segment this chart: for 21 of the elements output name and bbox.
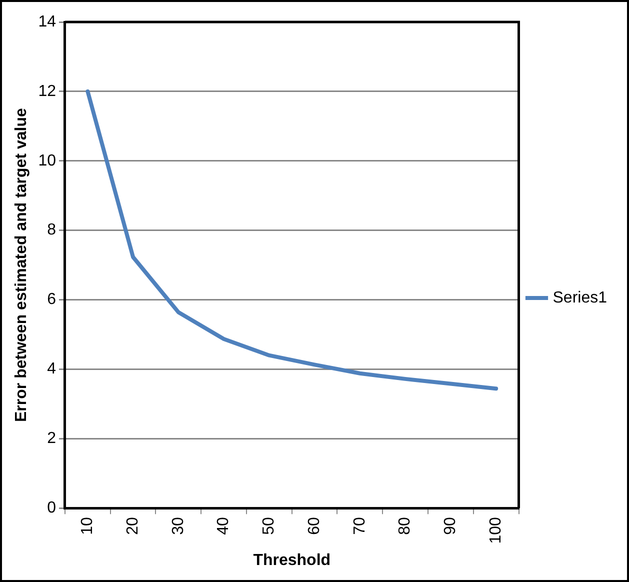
x-tick-label: 30 [170,517,187,535]
y-tick-label: 4 [47,360,56,378]
x-tick-label: 60 [306,517,323,535]
x-tick-label: 40 [215,517,232,535]
x-tick-label: 50 [260,517,278,535]
y-tick-label: 10 [38,152,56,170]
y-tick-label: 6 [47,291,56,308]
x-tick-label: 80 [396,517,414,535]
x-tick-label: 90 [442,517,460,535]
x-axis-title: Threshold [253,552,331,569]
legend-label: Series1 [552,289,608,306]
x-tick-label: 70 [351,517,368,535]
y-tick-label: 0 [47,500,56,517]
x-tick-label: 10 [79,517,96,535]
y-tick-label: 2 [47,430,56,448]
y-axis-title: Error between estimated and target value [13,108,30,422]
x-tick-label: 20 [124,517,142,535]
y-tick-label: 14 [38,13,56,30]
y-tick-label: 12 [38,82,56,100]
y-tick-label: 8 [47,222,56,239]
x-tick-label: 100 [487,517,504,544]
